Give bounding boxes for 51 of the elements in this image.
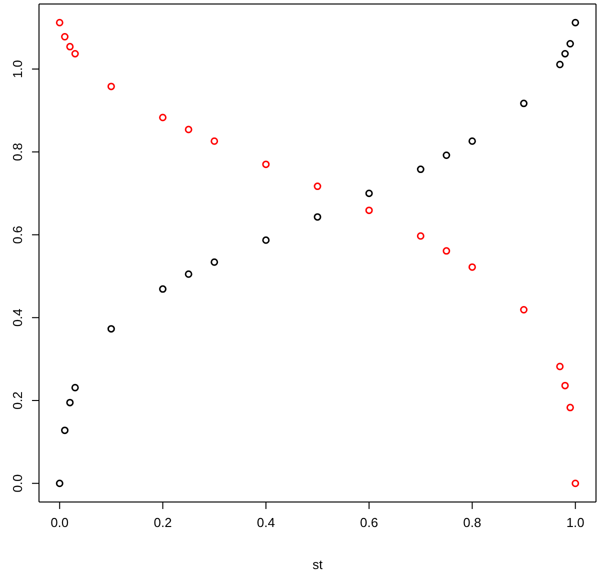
point — [56, 18, 64, 26]
x-tick-label: 0.2 — [154, 515, 172, 530]
point — [159, 285, 167, 293]
point — [61, 32, 69, 40]
point — [556, 60, 564, 68]
point — [520, 100, 528, 108]
point — [314, 213, 322, 221]
point — [365, 206, 373, 214]
point — [262, 160, 270, 168]
point — [262, 236, 270, 244]
point — [184, 126, 192, 134]
point — [416, 232, 424, 240]
point — [468, 137, 476, 145]
point — [365, 190, 373, 198]
x-tick-label: 0.6 — [360, 515, 378, 530]
point — [184, 270, 192, 278]
y-tick-label: 1.0 — [10, 60, 25, 78]
point — [159, 114, 167, 122]
point — [314, 182, 322, 190]
x-axis-title: st — [312, 557, 323, 572]
y-tick-label: 0.8 — [10, 142, 25, 161]
point — [210, 137, 218, 145]
y-tick-label: 0.4 — [10, 308, 25, 327]
point — [107, 82, 115, 90]
point — [66, 398, 74, 406]
y-tick-label: 0.0 — [10, 474, 25, 492]
point — [66, 42, 74, 50]
x-tick-label: 1.0 — [566, 515, 584, 530]
point — [442, 247, 450, 255]
y-tick-label: 0.2 — [10, 391, 25, 410]
point — [561, 50, 569, 58]
x-tick-label: 0.4 — [256, 515, 275, 530]
y-tick-label: 0.6 — [10, 226, 25, 244]
point — [71, 384, 79, 392]
point — [416, 166, 424, 174]
point — [210, 258, 218, 266]
point — [56, 480, 64, 488]
point — [107, 325, 115, 333]
point — [572, 480, 580, 488]
point — [442, 151, 450, 159]
x-tick-label: 0.8 — [463, 515, 482, 530]
point — [468, 263, 476, 271]
point — [71, 50, 79, 58]
point — [61, 426, 69, 434]
point — [520, 306, 528, 314]
point — [556, 362, 564, 370]
point — [572, 18, 580, 26]
point — [566, 40, 574, 48]
point — [566, 404, 574, 412]
point — [561, 382, 569, 390]
x-tick-label: 0.0 — [50, 515, 69, 530]
